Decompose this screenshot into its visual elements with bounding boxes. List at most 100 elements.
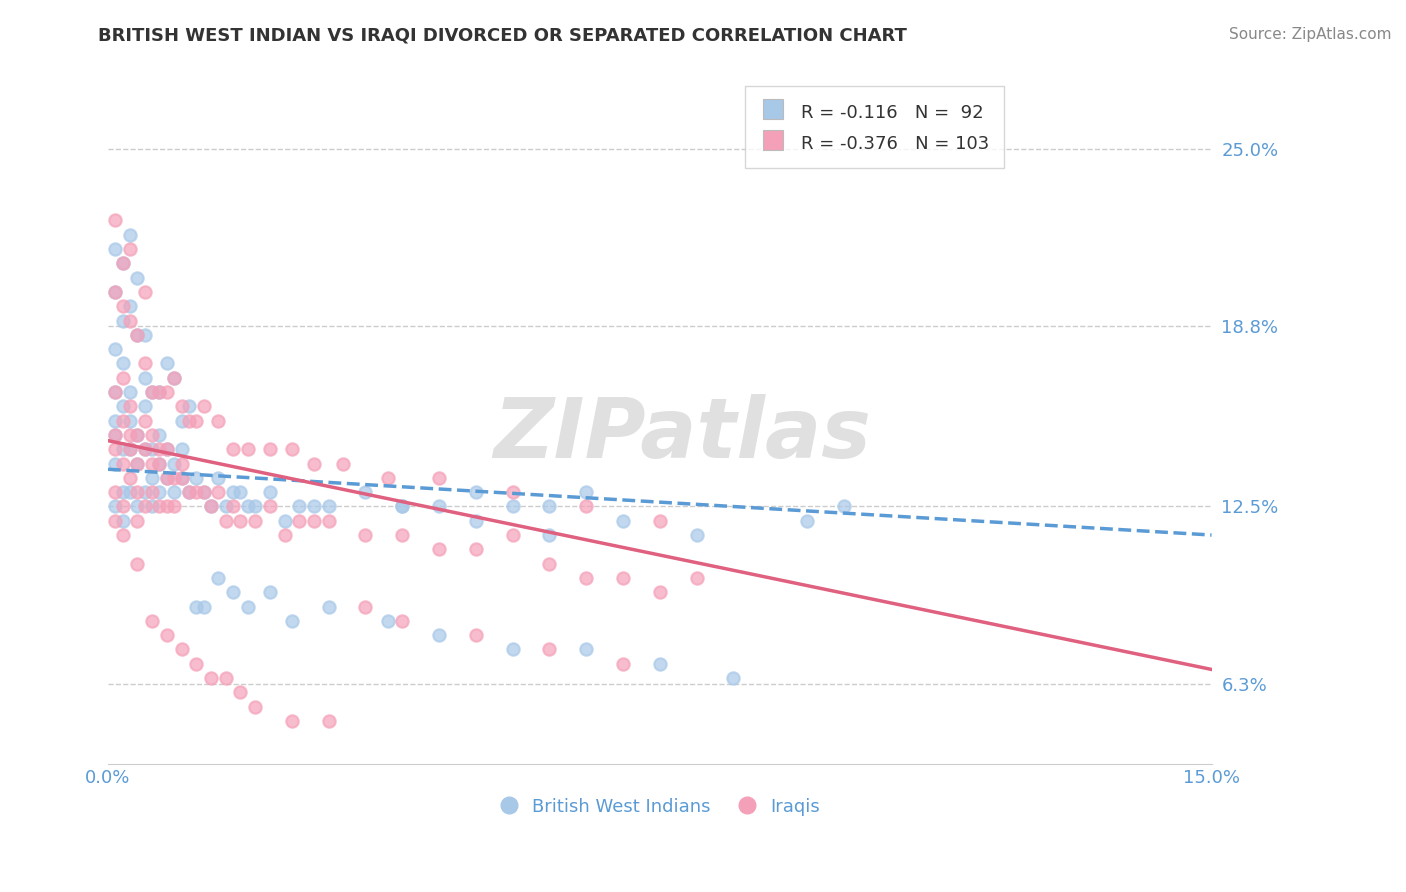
Point <box>723 671 745 685</box>
Point <box>377 471 399 485</box>
Point <box>222 500 245 514</box>
Point <box>575 571 598 585</box>
Point <box>134 500 156 514</box>
Point <box>391 500 413 514</box>
Point <box>332 457 354 471</box>
Point <box>648 585 671 599</box>
Point <box>163 500 186 514</box>
Point <box>281 442 304 457</box>
Point <box>104 384 127 399</box>
Point <box>156 442 179 457</box>
Point <box>222 585 245 599</box>
Point <box>127 457 149 471</box>
Point <box>104 285 127 299</box>
Point <box>127 457 149 471</box>
Point <box>259 442 281 457</box>
Point <box>141 500 163 514</box>
Point <box>243 514 266 528</box>
Point <box>288 514 311 528</box>
Point <box>127 327 149 342</box>
Point <box>612 571 634 585</box>
Point <box>170 471 193 485</box>
Point <box>156 628 179 642</box>
Point <box>186 657 208 671</box>
Text: ZIPatlas: ZIPatlas <box>494 394 870 475</box>
Point <box>141 614 163 628</box>
Point <box>120 442 142 457</box>
Point <box>377 614 399 628</box>
Point <box>148 442 170 457</box>
Point <box>215 500 238 514</box>
Point <box>148 485 170 500</box>
Point <box>243 500 266 514</box>
Point <box>354 599 377 614</box>
Point <box>141 442 163 457</box>
Point <box>222 485 245 500</box>
Point <box>127 500 149 514</box>
Point <box>215 514 238 528</box>
Point <box>354 485 377 500</box>
Point <box>302 457 325 471</box>
Point <box>111 256 134 270</box>
Point <box>207 471 229 485</box>
Point <box>796 514 818 528</box>
Point <box>259 485 281 500</box>
Point <box>200 671 222 685</box>
Point <box>148 500 170 514</box>
Point <box>127 270 149 285</box>
Point <box>193 400 215 414</box>
Point <box>111 485 134 500</box>
Text: Source: ZipAtlas.com: Source: ZipAtlas.com <box>1229 27 1392 42</box>
Point <box>200 500 222 514</box>
Point <box>104 342 127 356</box>
Point <box>177 485 200 500</box>
Point <box>464 542 486 557</box>
Point <box>134 442 156 457</box>
Point <box>186 599 208 614</box>
Point <box>111 442 134 457</box>
Point <box>170 471 193 485</box>
Point <box>104 285 127 299</box>
Point <box>156 356 179 370</box>
Point <box>134 414 156 428</box>
Point <box>318 500 340 514</box>
Point <box>111 457 134 471</box>
Point <box>288 500 311 514</box>
Point <box>141 428 163 442</box>
Point <box>229 685 252 699</box>
Point <box>259 585 281 599</box>
Point <box>104 442 127 457</box>
Point <box>427 471 450 485</box>
Point <box>134 400 156 414</box>
Point <box>148 457 170 471</box>
Point <box>200 500 222 514</box>
Point <box>170 642 193 657</box>
Point <box>148 457 170 471</box>
Point <box>127 428 149 442</box>
Point <box>120 384 142 399</box>
Point <box>427 542 450 557</box>
Point <box>104 500 127 514</box>
Point <box>111 400 134 414</box>
Point <box>104 457 127 471</box>
Point <box>259 500 281 514</box>
Point <box>104 428 127 442</box>
Point <box>141 384 163 399</box>
Point <box>134 485 156 500</box>
Point <box>318 714 340 728</box>
Point <box>127 514 149 528</box>
Point <box>120 428 142 442</box>
Point <box>273 514 295 528</box>
Point <box>127 485 149 500</box>
Point <box>120 442 142 457</box>
Point <box>163 457 186 471</box>
Point <box>229 514 252 528</box>
Point <box>648 514 671 528</box>
Point <box>222 442 245 457</box>
Point <box>104 428 127 442</box>
Point <box>575 485 598 500</box>
Point <box>427 628 450 642</box>
Point <box>148 428 170 442</box>
Point <box>612 514 634 528</box>
Point <box>207 485 229 500</box>
